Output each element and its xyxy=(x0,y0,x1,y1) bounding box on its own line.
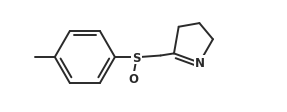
Text: O: O xyxy=(128,72,138,85)
Text: N: N xyxy=(195,57,205,70)
Text: S: S xyxy=(132,51,141,64)
